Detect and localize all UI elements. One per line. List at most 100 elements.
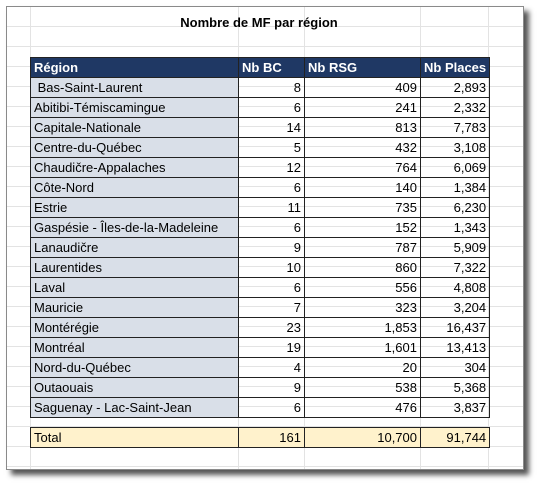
data-row: Laval 6 556 4,808 (30, 277, 491, 298)
number-cell: 2,893 (419, 77, 491, 98)
number-cell: 860 (304, 257, 421, 278)
number-cell: 5,909 (419, 237, 491, 258)
number-cell: 10 (238, 257, 305, 278)
number-cell: 7,322 (419, 257, 491, 278)
label-cell: Montréal (30, 337, 239, 358)
number-cell: 3,837 (419, 397, 491, 418)
number-cell: 735 (304, 197, 421, 218)
label-cell: Laval (30, 277, 239, 298)
number-cell: 2,332 (419, 97, 491, 118)
data-row: Laurentides 10 860 7,322 (30, 257, 491, 278)
number-cell: 5 (238, 137, 305, 158)
number-cell: 6,230 (419, 197, 491, 218)
label-cell: Chaudičre-Appalaches (30, 157, 239, 178)
number-cell: 6 (238, 397, 305, 418)
label-cell: Montérégie (30, 317, 239, 338)
number-cell: 6 (238, 177, 305, 198)
number-cell: 12 (238, 157, 305, 178)
data-table: Région Nb BC Nb RSG Nb Places Bas-Saint-Lau… (30, 57, 491, 448)
number-cell: 1,601 (304, 337, 421, 358)
number-cell: 7 (238, 297, 305, 318)
label-cell: Laurentides (30, 257, 239, 278)
number-cell: 1,384 (419, 177, 491, 198)
label-cell: Total (30, 427, 239, 448)
label-cell: Gaspésie - Îles-de-la-Madeleine (30, 217, 239, 238)
number-cell (239, 418, 305, 428)
number-cell: 19 (238, 337, 305, 358)
number-cell: 6 (238, 277, 305, 298)
header-row: Région Nb BC Nb RSG Nb Places (30, 57, 491, 78)
data-row: Chaudičre-Appalaches 12 764 6,069 (30, 157, 491, 178)
label-cell: Outaouais (30, 377, 239, 398)
number-cell: 91,744 (419, 427, 491, 448)
number-cell: 7,783 (419, 117, 491, 138)
header-cell: Nb BC (238, 57, 305, 78)
number-cell: 11 (238, 197, 305, 218)
number-cell: 432 (304, 137, 421, 158)
data-row: Outaouais 9 538 5,368 (30, 377, 491, 398)
number-cell: 538 (304, 377, 421, 398)
header-cell: Nb Places (419, 57, 491, 78)
number-cell: 140 (304, 177, 421, 198)
number-cell: 14 (238, 117, 305, 138)
data-row: Montréal 19 1,601 13,413 (30, 337, 491, 358)
number-cell: 764 (304, 157, 421, 178)
number-cell: 8 (238, 77, 305, 98)
number-cell: 20 (304, 357, 421, 378)
number-cell: 1,853 (304, 317, 421, 338)
number-cell: 323 (304, 297, 421, 318)
number-cell: 3,204 (419, 297, 491, 318)
number-cell: 152 (304, 217, 421, 238)
number-cell: 161 (238, 427, 305, 448)
number-cell: 304 (419, 357, 491, 378)
label-cell: Mauricie (30, 297, 239, 318)
number-cell: 556 (304, 277, 421, 298)
label-cell: Lanaudičre (30, 237, 239, 258)
number-cell (305, 418, 421, 428)
label-cell: Côte-Nord (30, 177, 239, 198)
data-row: Gaspésie - Îles-de-la-Madeleine 6 152 1,343 (30, 217, 491, 238)
number-cell: 4 (238, 357, 305, 378)
number-cell (421, 418, 490, 428)
number-cell: 16,437 (419, 317, 491, 338)
number-cell: 6,069 (419, 157, 491, 178)
number-cell: 6 (238, 217, 305, 238)
number-cell: 813 (304, 117, 421, 138)
spacer-row (31, 418, 490, 428)
number-cell: 13,413 (419, 337, 491, 358)
label-cell: Nord-du-Québec (30, 357, 239, 378)
data-row: Lanaudičre 9 787 5,909 (30, 237, 491, 258)
number-cell: 3,108 (419, 137, 491, 158)
label-cell: Estrie (30, 197, 239, 218)
number-cell: 241 (304, 97, 421, 118)
number-cell: 6 (238, 97, 305, 118)
data-row: Abitibi-Témiscamingue 6 241 2,332 (30, 97, 491, 118)
number-cell: 9 (238, 237, 305, 258)
data-row: Nord-du-Québec 4 20 304 (30, 357, 491, 378)
header-cell: Région (30, 57, 239, 78)
data-row: Mauricie 7 323 3,204 (30, 297, 491, 318)
label-cell: Centre-du-Québec (30, 137, 239, 158)
label-cell (31, 418, 239, 428)
table-title: Nombre de MF par région (180, 15, 338, 30)
data-row: Montérégie 23 1,853 16,437 (30, 317, 491, 338)
number-cell: 4,808 (419, 277, 491, 298)
number-cell: 476 (304, 397, 421, 418)
number-cell: 787 (304, 237, 421, 258)
number-cell: 23 (238, 317, 305, 338)
number-cell: 1,343 (419, 217, 491, 238)
data-row: Bas-Saint-Laurent 8 409 2,893 (30, 77, 491, 98)
number-cell: 5,368 (419, 377, 491, 398)
label-cell: Bas-Saint-Laurent (30, 77, 239, 98)
number-cell: 10,700 (304, 427, 421, 448)
data-row: Centre-du-Québec 5 432 3,108 (30, 137, 491, 158)
data-row: Saguenay - Lac-Saint-Jean 6 476 3,837 (30, 397, 491, 418)
header-cell: Nb RSG (304, 57, 421, 78)
data-row: Estrie 11 735 6,230 (30, 197, 491, 218)
data-row: Capitale-Nationale 14 813 7,783 (30, 117, 491, 138)
label-cell: Capitale-Nationale (30, 117, 239, 138)
number-cell: 409 (304, 77, 421, 98)
label-cell: Abitibi-Témiscamingue (30, 97, 239, 118)
label-cell: Saguenay - Lac-Saint-Jean (30, 397, 239, 418)
